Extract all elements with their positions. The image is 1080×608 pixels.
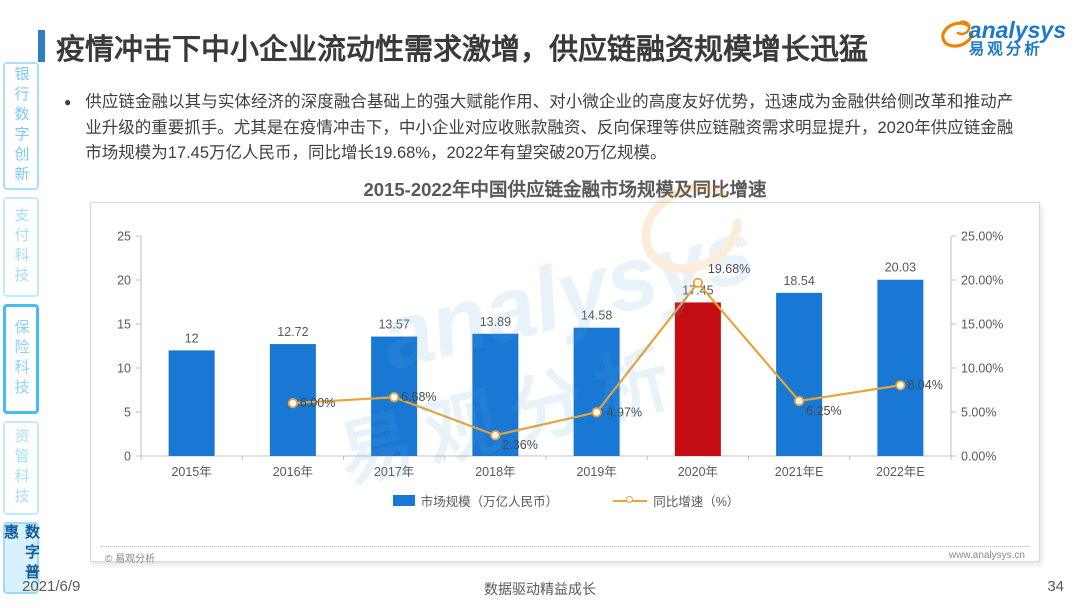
- chart-legend: 市场规模（万亿人民币） 同比增速（%）: [91, 491, 1041, 510]
- svg-text:19.68%: 19.68%: [708, 262, 750, 276]
- page-title: 疫情冲击下中小企业流动性需求激增，供应链融资规模增长迅猛: [56, 34, 869, 66]
- svg-text:12: 12: [185, 331, 199, 345]
- svg-text:0: 0: [124, 450, 131, 464]
- svg-text:14.58: 14.58: [581, 309, 612, 323]
- sidebar-tab-insurance-tech[interactable]: 保险科技: [3, 304, 39, 414]
- svg-text:8.04%: 8.04%: [907, 378, 942, 392]
- svg-text:10: 10: [117, 362, 131, 376]
- svg-text:2019年: 2019年: [576, 465, 616, 479]
- svg-text:2020年: 2020年: [678, 465, 718, 479]
- website-link[interactable]: www.analysys.cn: [948, 550, 1025, 561]
- sidebar-tab-asset-mgmt-tech[interactable]: 资管科技: [3, 421, 39, 515]
- bar-2020年: [674, 302, 721, 456]
- svg-text:2022年E: 2022年E: [876, 465, 925, 479]
- sidebar: 银行数字创新支付科技保险科技资管科技数字普惠: [2, 62, 40, 594]
- card-footer: © 易观分析 www.analysys.cn: [105, 550, 1025, 565]
- slide-slogan: 数据驱动精益成长: [484, 581, 596, 597]
- legend-item-market-size: 市场规模（万亿人民币）: [392, 491, 558, 510]
- svg-text:6.68%: 6.68%: [401, 390, 436, 404]
- summary-block: ● 供应链金融以其与实体经济的深度融合基础上的强大赋能作用、对小微企业的高度友好…: [64, 90, 1020, 167]
- sidebar-tab-digital-inclusion[interactable]: 数字普惠: [2, 522, 40, 594]
- slide-date: 2021/6/9: [22, 578, 81, 595]
- svg-text:18.54: 18.54: [783, 274, 814, 288]
- logo-brand-text: analysys: [968, 17, 1066, 43]
- svg-text:25.00%: 25.00%: [961, 230, 1003, 244]
- title-accent-bar: [38, 30, 45, 62]
- svg-text:12.72: 12.72: [277, 325, 308, 339]
- summary-text: 供应链金融以其与实体经济的深度融合基础上的强大赋能作用、对小微企业的高度友好优势…: [85, 93, 1014, 162]
- svg-text:25: 25: [117, 230, 131, 244]
- legend-line-swatch: [613, 496, 648, 503]
- bar-2022年E: [877, 279, 924, 456]
- page-number: 34: [1047, 578, 1064, 595]
- bar-2015年: [168, 350, 215, 456]
- svg-text:20: 20: [117, 274, 131, 288]
- svg-text:20.03: 20.03: [885, 261, 916, 275]
- svg-text:0.00%: 0.00%: [961, 450, 996, 464]
- logo-swirl-icon: [941, 20, 974, 48]
- svg-text:2018年: 2018年: [475, 465, 515, 479]
- legend-item-yoy-growth: 同比增速（%）: [613, 491, 739, 510]
- svg-text:5.00%: 5.00%: [961, 406, 996, 420]
- chart-card: 0 5 10 15 20 25 0.00% 5.00% 10.00% 15.00% 20.00% 25…: [90, 183, 1041, 565]
- svg-text:6.25%: 6.25%: [806, 404, 841, 418]
- svg-text:10.00%: 10.00%: [961, 362, 1003, 376]
- chart-title: 2015-2022年中国供应链金融市场规模及同比增速: [363, 179, 767, 200]
- svg-text:2.36%: 2.36%: [502, 438, 537, 452]
- card-separator: [101, 546, 1029, 547]
- svg-text:13.57: 13.57: [378, 318, 409, 332]
- svg-text:4.97%: 4.97%: [607, 405, 642, 419]
- bullet-icon: ●: [64, 95, 72, 109]
- svg-text:2021年E: 2021年E: [775, 465, 824, 479]
- svg-text:20.00%: 20.00%: [961, 274, 1003, 288]
- analysys-logo: analysys 易观分析: [931, 12, 1066, 58]
- combo-chart: 0 5 10 15 20 25 0.00% 5.00% 10.00% 15.00% 20.00% 25…: [117, 230, 1003, 480]
- svg-text:2017年: 2017年: [374, 465, 414, 479]
- svg-text:2016年: 2016年: [273, 465, 313, 479]
- svg-text:13.89: 13.89: [480, 315, 511, 329]
- logo-brand-cn-text: 易观分析: [968, 41, 1043, 59]
- legend-bar-swatch: [392, 495, 415, 506]
- svg-text:6.00%: 6.00%: [300, 396, 335, 410]
- svg-text:2015年: 2015年: [171, 465, 211, 479]
- sidebar-tab-banking-digital-innovation[interactable]: 银行数字创新: [3, 62, 39, 190]
- svg-text:15.00%: 15.00%: [961, 318, 1003, 332]
- svg-text:15: 15: [117, 318, 131, 332]
- copyright-text: © 易观分析: [105, 554, 156, 565]
- svg-text:5: 5: [124, 406, 131, 420]
- sidebar-tab-payment-tech[interactable]: 支付科技: [3, 197, 39, 297]
- bar-2021年E: [776, 292, 823, 456]
